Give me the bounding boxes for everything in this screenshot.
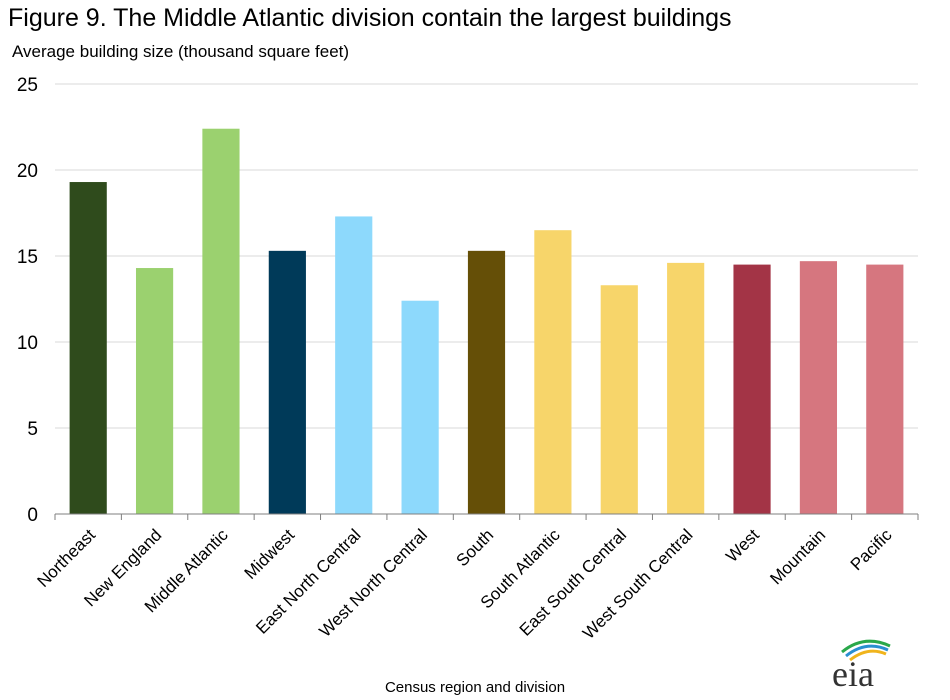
bar-midwest bbox=[268, 250, 306, 514]
category-label: West bbox=[722, 525, 763, 566]
bar-east-north-central bbox=[335, 216, 373, 514]
category-label: Midwest bbox=[241, 525, 299, 583]
y-tick-label: 0 bbox=[27, 505, 38, 526]
y-axis-label: Average building size (thousand square f… bbox=[12, 42, 350, 61]
y-tick-label: 5 bbox=[27, 419, 38, 440]
y-axis-ticks: 0 5 10 15 20 25 bbox=[17, 75, 38, 526]
bar-pacific bbox=[866, 264, 904, 514]
bar-west-south-central bbox=[667, 262, 705, 514]
bar-new-england bbox=[135, 268, 174, 514]
bars bbox=[69, 128, 904, 515]
category-label: Northeast bbox=[33, 525, 99, 591]
x-axis-label: Census region and division bbox=[384, 679, 566, 696]
eia-logo: eia bbox=[828, 636, 898, 694]
bar-south-atlantic bbox=[534, 230, 572, 514]
category-label: Pacific bbox=[847, 525, 896, 574]
y-tick-label: 10 bbox=[17, 333, 38, 354]
bar-west bbox=[733, 264, 771, 514]
category-label: West South Central bbox=[579, 525, 696, 642]
x-axis bbox=[54, 513, 919, 520]
bar-south bbox=[467, 250, 506, 514]
bar-mountain bbox=[799, 261, 838, 514]
chart-title: Figure 9. The Middle Atlantic division c… bbox=[8, 4, 732, 32]
y-tick-label: 15 bbox=[17, 247, 38, 268]
logo-text: eia bbox=[832, 654, 874, 690]
category-label: South bbox=[452, 525, 497, 570]
category-label: Mountain bbox=[766, 525, 829, 588]
bar-east-south-central bbox=[600, 285, 638, 514]
bar-west-north-central bbox=[401, 300, 439, 514]
y-tick-label: 25 bbox=[17, 75, 38, 96]
bar-middle-atlantic bbox=[202, 128, 240, 514]
bar-northeast bbox=[69, 182, 107, 515]
y-tick-label: 20 bbox=[17, 161, 38, 182]
